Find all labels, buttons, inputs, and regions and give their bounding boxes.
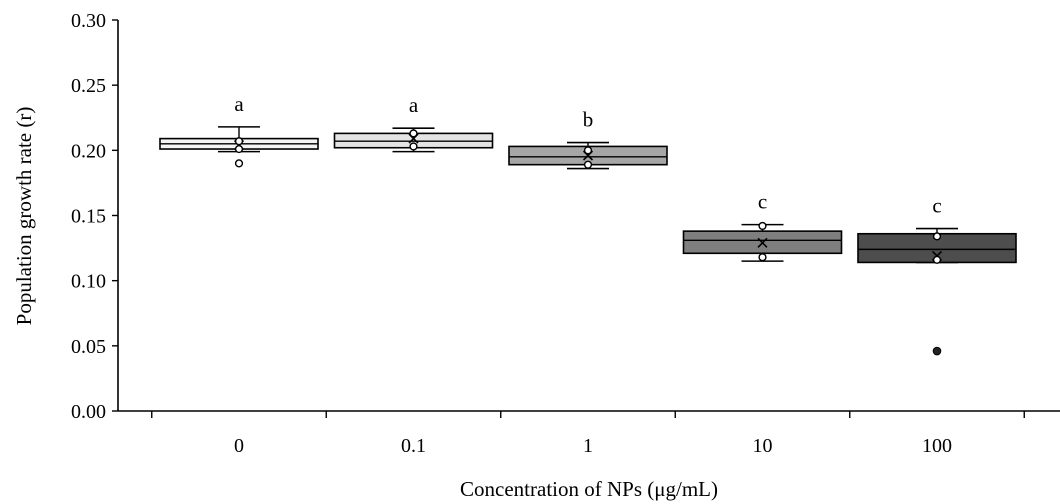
outlier-point (932, 346, 942, 356)
y-tick-label: 0.30 (71, 10, 106, 32)
significance-label: c (932, 194, 941, 218)
box-group-10 (682, 221, 843, 262)
data-point (409, 129, 418, 138)
data-point (758, 253, 767, 262)
y-tick-label: 0.10 (71, 271, 106, 293)
data-point (583, 146, 593, 155)
data-point (932, 232, 942, 241)
significance-label: a (409, 93, 419, 117)
data-point (409, 142, 418, 151)
y-tick-label: 0.25 (71, 75, 106, 97)
x-tick-label: 1 (583, 435, 593, 457)
y-tick-label: 0.20 (71, 140, 106, 162)
x-tick-label: 0 (234, 435, 244, 457)
axes: 0.00 0.05 0.10 0.15 0.20 0.25 0.30 0 0.1 1 10 100 (71, 10, 1060, 457)
mean-marker (757, 237, 768, 248)
box-group-0-1 (333, 127, 494, 153)
significance-label: c (758, 190, 767, 214)
y-tick-label: 0.15 (71, 206, 106, 228)
data-point (758, 221, 767, 231)
x-tick-label: 100 (922, 435, 952, 457)
boxes (159, 126, 1017, 356)
data-point (234, 137, 244, 146)
data-point (583, 160, 593, 169)
x-tick-label: 10 (753, 435, 773, 457)
box-group-0 (159, 126, 319, 168)
significance-label: b (583, 108, 594, 132)
x-tick-label: 0.1 (401, 435, 426, 457)
y-tick-label: 0.00 (71, 401, 106, 423)
data-point (234, 159, 244, 168)
box-group-100 (857, 227, 1017, 356)
data-point (932, 255, 942, 264)
labels: a a b c c (234, 92, 941, 218)
y-tick-label: 0.05 (71, 336, 106, 358)
data-point (234, 144, 244, 154)
x-axis-title: Concentration of NPs (μg/mL) (460, 477, 718, 501)
significance-label: a (234, 92, 244, 116)
y-axis-title: Population growth rate (r) (12, 107, 36, 326)
box-group-1 (508, 141, 668, 170)
